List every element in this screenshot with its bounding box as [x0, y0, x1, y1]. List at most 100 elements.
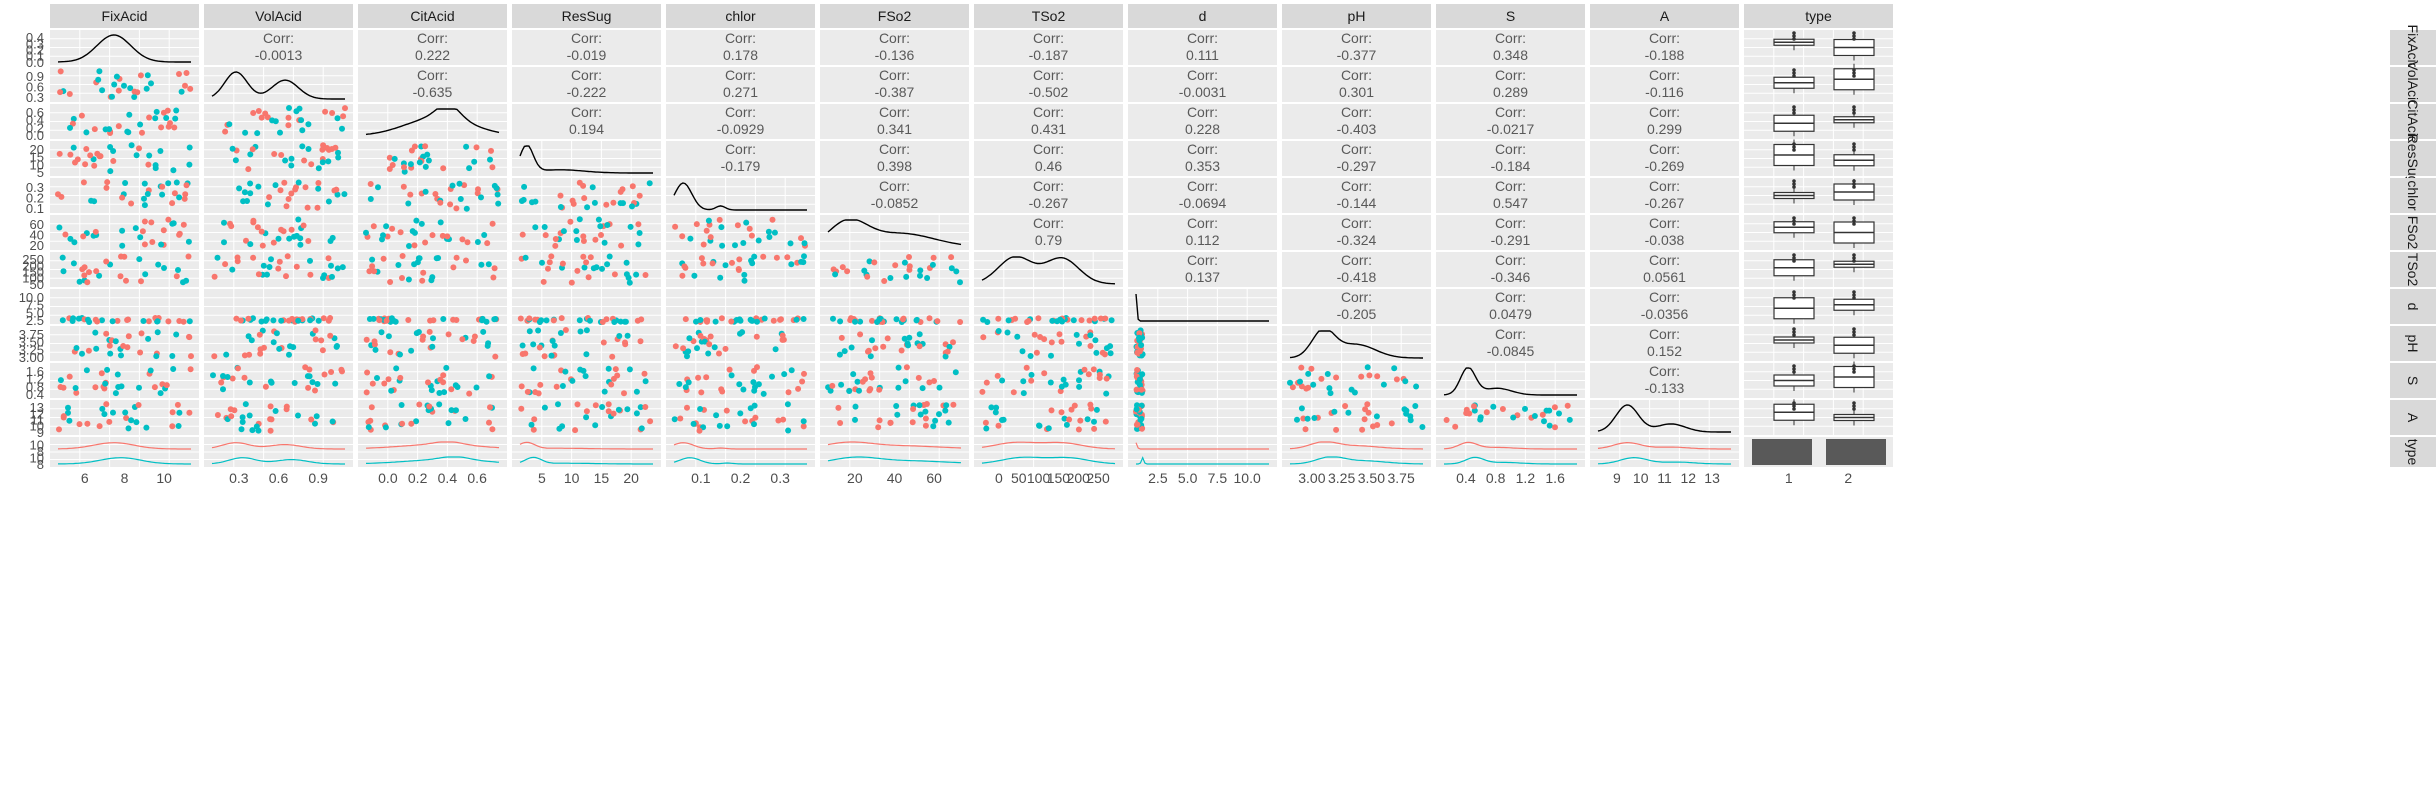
scatter-point-1: [492, 265, 498, 271]
scatter-point-1: [679, 273, 685, 279]
scatter-point-2: [158, 242, 164, 248]
scatter-point-2: [221, 220, 227, 226]
scatter-point-1: [1024, 365, 1030, 371]
scatter-point-1: [271, 240, 277, 246]
panel-r7-c3: [512, 289, 661, 325]
scatter-point-2: [1326, 385, 1332, 391]
scatter-point-1: [1012, 316, 1018, 322]
scatter-point-2: [788, 240, 794, 246]
scatter-point-1: [305, 385, 311, 391]
scatter-point-1: [81, 272, 87, 278]
scatter-point-1: [554, 384, 560, 390]
type-bar-2: [1826, 439, 1886, 465]
scatter-point-2: [276, 236, 282, 242]
box-outlier: [1852, 111, 1856, 115]
scatter-point-2: [295, 318, 301, 324]
scatter-point-2: [1294, 417, 1300, 423]
scatter-point-1: [292, 187, 298, 193]
scatter-point-2: [1093, 350, 1099, 356]
corr-label: Corr:: [1495, 215, 1526, 231]
scatter-point-2: [286, 236, 292, 242]
scatter-point-2: [340, 264, 346, 270]
scatter-point-1: [484, 240, 490, 246]
scatter-point-1: [754, 364, 760, 370]
corr-label: Corr:: [1495, 30, 1526, 46]
corr-value-citacid-chlor: -0.0929: [717, 121, 765, 137]
scatter-point-2: [74, 345, 80, 351]
scatter-point-1: [103, 401, 109, 407]
scatter-point-1: [82, 264, 88, 270]
scatter-point-1: [1342, 403, 1348, 409]
scatter-point-2: [724, 423, 730, 429]
scatter-point-2: [215, 255, 221, 261]
panel-r4-c3: [512, 178, 661, 213]
scatter-point-2: [137, 122, 143, 128]
panel-r10-c9: [1436, 400, 1585, 435]
x-tick-d: 5.0: [1178, 470, 1198, 486]
scatter-point-1: [419, 278, 425, 284]
y-tick-citacid: 0.0: [26, 128, 44, 143]
corr-label: Corr:: [1187, 215, 1218, 231]
box-outlier: [1852, 370, 1856, 374]
scatter-point-1: [777, 317, 783, 323]
scatter-point-2: [1325, 371, 1331, 377]
scatter-point-1: [869, 318, 875, 324]
x-tick-volacid: 0.6: [269, 470, 289, 486]
scatter-point-1: [401, 184, 407, 190]
panel-r7-c4: [666, 289, 815, 325]
scatter-point-1: [422, 143, 428, 149]
scatter-point-2: [1020, 378, 1026, 384]
scatter-point-2: [1048, 353, 1054, 359]
corr-value-ressug-tso2: 0.46: [1035, 158, 1062, 174]
scatter-point-1: [1333, 427, 1339, 433]
scatter-point-1: [81, 179, 87, 185]
scatter-point-1: [717, 217, 723, 223]
scatter-point-2: [604, 222, 610, 228]
scatter-point-2: [917, 402, 923, 408]
panel-r11-c3: [512, 437, 661, 467]
scatter-point-1: [581, 238, 587, 244]
corr-label: Corr:: [417, 67, 448, 83]
scatter-point-2: [1020, 348, 1026, 354]
scatter-point-1: [340, 113, 346, 119]
corr-value-ressug-ph: -0.297: [1337, 158, 1377, 174]
scatter-point-1: [301, 223, 307, 229]
scatter-point-2: [697, 317, 703, 323]
scatter-point-1: [93, 268, 99, 274]
scatter-point-2: [766, 234, 772, 240]
scatter-point-1: [412, 242, 418, 248]
scatter-point-2: [1331, 409, 1337, 415]
corr-label: Corr:: [1341, 104, 1372, 120]
scatter-point-2: [616, 333, 622, 339]
scatter-point-1: [67, 152, 73, 158]
scatter-point-2: [413, 218, 419, 224]
scatter-point-1: [892, 262, 898, 268]
scatter-point-1: [1088, 406, 1094, 412]
scatter-point-2: [170, 366, 176, 372]
scatter-point-2: [392, 156, 398, 162]
corr-value-ressug-d: 0.353: [1185, 158, 1220, 174]
scatter-point-2: [85, 317, 91, 323]
scatter-point-1: [401, 164, 407, 170]
scatter-point-2: [723, 262, 729, 268]
scatter-point-2: [406, 243, 412, 249]
scatter-point-1: [931, 255, 937, 261]
scatter-point-1: [620, 186, 626, 192]
scatter-point-2: [495, 201, 501, 207]
scatter-point-2: [1541, 418, 1547, 424]
scatter-point-1: [269, 416, 275, 422]
scatter-point-2: [479, 317, 485, 323]
corr-label: Corr:: [1033, 178, 1064, 194]
corr-value-d-s: 0.0479: [1489, 306, 1532, 322]
scatter-point-2: [1074, 332, 1080, 338]
panel-r11-c7: [1128, 437, 1277, 467]
box-outlier: [1852, 222, 1856, 226]
scatter-point-1: [742, 418, 748, 424]
scatter-point-2: [602, 389, 608, 395]
scatter-point-1: [580, 183, 586, 189]
scatter-point-2: [221, 239, 227, 245]
panel-r8-c11: [1744, 326, 1893, 361]
scatter-point-2: [903, 274, 909, 280]
panel-r5-c5: [820, 215, 969, 250]
